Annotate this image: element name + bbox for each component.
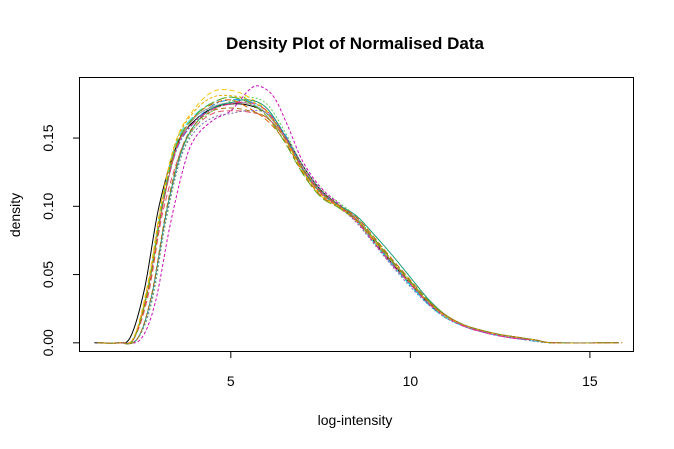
density-curve-6 [97,85,619,344]
density-curve-14 [97,94,619,344]
density-curve-7 [97,89,619,345]
x-axis: 5 10 15 [227,351,598,389]
x-axis-label: log-intensity [318,412,393,428]
density-curve-11 [97,110,619,344]
y-tick-label: 0.10 [40,192,56,219]
y-tick-label: 0.05 [40,261,56,288]
density-curves [94,85,623,345]
y-axis: 0.00 0.05 0.10 0.15 [40,124,80,356]
density-curve-15 [97,107,619,345]
x-tick-label: 10 [403,373,419,389]
density-curve-1 [94,103,619,344]
density-curve-13 [97,96,619,345]
density-curve-12 [97,101,619,345]
y-axis-label: density [7,193,23,237]
y-tick-label: 0.15 [40,124,56,151]
x-tick-label: 15 [582,373,598,389]
chart-title: Density Plot of Normalised Data [226,34,484,53]
y-tick-label: 0.00 [40,329,56,356]
x-tick-label: 5 [227,373,235,389]
